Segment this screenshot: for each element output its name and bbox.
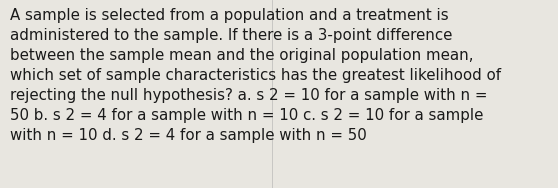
Text: A sample is selected from a population and a treatment is
administered to the sa: A sample is selected from a population a… xyxy=(10,8,501,143)
